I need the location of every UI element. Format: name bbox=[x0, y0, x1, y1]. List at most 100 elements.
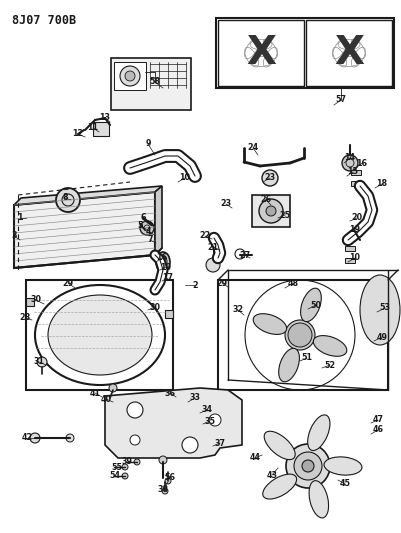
Text: 48: 48 bbox=[288, 279, 299, 287]
Text: 9: 9 bbox=[145, 140, 151, 149]
Ellipse shape bbox=[48, 295, 152, 375]
Circle shape bbox=[294, 452, 322, 480]
Text: 4: 4 bbox=[145, 228, 151, 237]
Text: 22: 22 bbox=[199, 231, 211, 240]
Text: 15: 15 bbox=[348, 167, 358, 176]
Text: 53: 53 bbox=[379, 303, 391, 312]
Circle shape bbox=[257, 200, 269, 212]
Text: 20: 20 bbox=[351, 214, 363, 222]
Text: 44: 44 bbox=[249, 454, 261, 463]
Bar bbox=[111, 58, 191, 110]
Text: 2: 2 bbox=[192, 280, 198, 289]
Circle shape bbox=[125, 71, 135, 81]
Text: 10: 10 bbox=[350, 254, 360, 262]
Bar bbox=[345, 257, 355, 262]
Circle shape bbox=[262, 170, 278, 186]
Text: 47: 47 bbox=[373, 416, 383, 424]
Ellipse shape bbox=[264, 431, 295, 459]
Text: 1: 1 bbox=[17, 214, 23, 222]
Text: 8J07 700B: 8J07 700B bbox=[12, 14, 76, 27]
Text: 8: 8 bbox=[62, 193, 68, 203]
Circle shape bbox=[109, 384, 117, 392]
Bar bbox=[218, 280, 388, 390]
Text: 58: 58 bbox=[150, 77, 160, 86]
Circle shape bbox=[134, 459, 140, 465]
Text: 27: 27 bbox=[239, 251, 251, 260]
Text: 55: 55 bbox=[111, 463, 122, 472]
Text: 40: 40 bbox=[101, 394, 111, 403]
Circle shape bbox=[120, 66, 140, 86]
Polygon shape bbox=[155, 186, 162, 255]
Circle shape bbox=[288, 323, 312, 347]
Text: 51: 51 bbox=[302, 353, 312, 362]
Ellipse shape bbox=[360, 275, 400, 345]
Circle shape bbox=[66, 434, 74, 442]
Circle shape bbox=[159, 456, 167, 464]
Circle shape bbox=[127, 402, 143, 418]
Bar bbox=[26, 280, 173, 390]
Text: 14: 14 bbox=[344, 154, 356, 163]
Text: 3: 3 bbox=[11, 231, 17, 240]
Circle shape bbox=[56, 188, 80, 212]
Bar bbox=[114, 62, 146, 90]
Text: 19: 19 bbox=[350, 225, 360, 235]
Circle shape bbox=[285, 320, 315, 350]
Text: 11: 11 bbox=[87, 124, 99, 133]
Circle shape bbox=[122, 464, 128, 470]
Bar bbox=[130, 163, 140, 169]
Text: 23: 23 bbox=[264, 174, 275, 182]
Text: 16: 16 bbox=[156, 254, 168, 262]
Text: 29: 29 bbox=[63, 279, 73, 287]
Circle shape bbox=[209, 414, 221, 426]
Text: 30: 30 bbox=[30, 295, 41, 304]
Text: 52: 52 bbox=[324, 360, 336, 369]
Text: 39: 39 bbox=[122, 457, 132, 466]
Text: 37: 37 bbox=[215, 439, 225, 448]
Ellipse shape bbox=[324, 457, 362, 475]
Circle shape bbox=[30, 433, 40, 443]
Ellipse shape bbox=[156, 252, 170, 272]
Text: 31: 31 bbox=[34, 358, 45, 367]
Text: 35: 35 bbox=[205, 416, 215, 425]
Polygon shape bbox=[14, 186, 162, 205]
Text: 29: 29 bbox=[217, 279, 227, 287]
Text: 16: 16 bbox=[356, 158, 367, 167]
Text: 33: 33 bbox=[190, 393, 200, 402]
Text: 34: 34 bbox=[201, 406, 213, 415]
Ellipse shape bbox=[253, 314, 287, 334]
Circle shape bbox=[286, 444, 330, 488]
Text: 13: 13 bbox=[99, 114, 111, 123]
Bar bbox=[351, 181, 361, 185]
Bar bbox=[218, 20, 304, 86]
Text: 17: 17 bbox=[162, 273, 174, 282]
Text: 12: 12 bbox=[73, 130, 83, 139]
Text: 38: 38 bbox=[158, 484, 168, 494]
Text: 42: 42 bbox=[21, 433, 32, 442]
Text: 41: 41 bbox=[89, 389, 101, 398]
Text: 6: 6 bbox=[140, 214, 146, 222]
Text: 36: 36 bbox=[164, 389, 176, 398]
Text: 30: 30 bbox=[150, 303, 160, 311]
Text: 46: 46 bbox=[373, 425, 383, 434]
Bar bbox=[216, 18, 394, 88]
Circle shape bbox=[182, 437, 198, 453]
Polygon shape bbox=[14, 192, 155, 268]
Text: 43: 43 bbox=[267, 471, 277, 480]
Circle shape bbox=[259, 199, 283, 223]
Polygon shape bbox=[105, 388, 242, 458]
Ellipse shape bbox=[313, 336, 347, 356]
Circle shape bbox=[130, 435, 140, 445]
Bar bbox=[26, 298, 34, 306]
Ellipse shape bbox=[35, 285, 165, 385]
Text: 10: 10 bbox=[160, 262, 172, 271]
Text: 25: 25 bbox=[279, 211, 291, 220]
Circle shape bbox=[122, 473, 128, 479]
Text: 26: 26 bbox=[260, 196, 271, 205]
Circle shape bbox=[266, 206, 276, 216]
Text: 57: 57 bbox=[336, 95, 346, 104]
Bar bbox=[306, 20, 392, 86]
Text: 54: 54 bbox=[109, 472, 120, 481]
Circle shape bbox=[342, 155, 358, 171]
Text: X: X bbox=[246, 34, 276, 72]
Bar bbox=[186, 166, 196, 174]
